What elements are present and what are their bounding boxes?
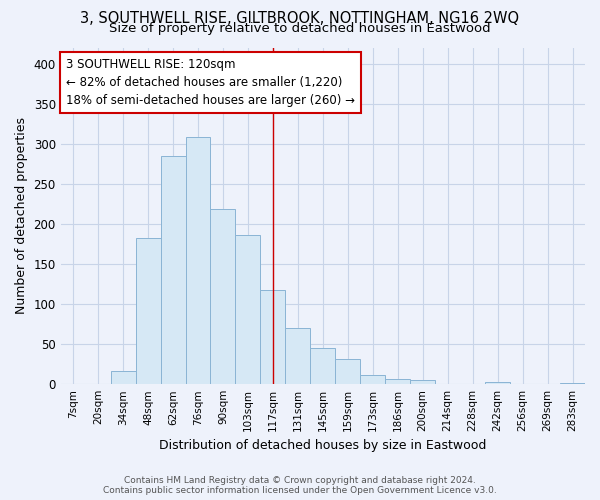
X-axis label: Distribution of detached houses by size in Eastwood: Distribution of detached houses by size …	[159, 440, 487, 452]
Bar	[410, 380, 435, 384]
Bar	[286, 328, 310, 384]
Bar	[260, 290, 286, 384]
Text: Contains HM Land Registry data © Crown copyright and database right 2024.
Contai: Contains HM Land Registry data © Crown c…	[103, 476, 497, 495]
Bar	[385, 380, 410, 384]
Bar	[110, 372, 136, 384]
Bar	[310, 348, 335, 384]
Bar	[560, 382, 585, 384]
Text: 3, SOUTHWELL RISE, GILTBROOK, NOTTINGHAM, NG16 2WQ: 3, SOUTHWELL RISE, GILTBROOK, NOTTINGHAM…	[80, 11, 520, 26]
Bar	[136, 238, 161, 384]
Y-axis label: Number of detached properties: Number of detached properties	[15, 118, 28, 314]
Bar	[211, 210, 235, 384]
Text: 3 SOUTHWELL RISE: 120sqm
← 82% of detached houses are smaller (1,220)
18% of sem: 3 SOUTHWELL RISE: 120sqm ← 82% of detach…	[66, 58, 355, 106]
Bar	[161, 156, 185, 384]
Bar	[485, 382, 510, 384]
Bar	[360, 374, 385, 384]
Bar	[185, 138, 211, 384]
Bar	[235, 235, 260, 384]
Bar	[335, 358, 360, 384]
Text: Size of property relative to detached houses in Eastwood: Size of property relative to detached ho…	[109, 22, 491, 35]
